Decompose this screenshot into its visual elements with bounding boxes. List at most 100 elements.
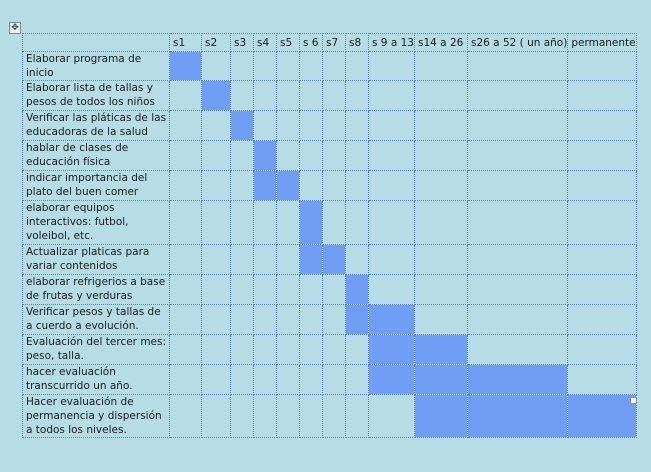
empty-cell[interactable]: [414, 110, 468, 141]
activity-cell[interactable]: hacer evaluación transcurrido un año.: [22, 364, 170, 395]
empty-cell[interactable]: [368, 200, 415, 245]
empty-cell[interactable]: [466, 200, 569, 245]
empty-cell[interactable]: [201, 170, 231, 201]
empty-cell[interactable]: [276, 394, 300, 438]
empty-cell[interactable]: [322, 304, 346, 335]
empty-cell[interactable]: [201, 364, 231, 395]
empty-cell[interactable]: [169, 304, 202, 335]
empty-cell[interactable]: [253, 244, 277, 275]
empty-cell[interactable]: [169, 110, 202, 141]
activity-cell[interactable]: Elaborar programa de inicio: [22, 51, 170, 81]
empty-cell[interactable]: [276, 200, 300, 245]
empty-cell[interactable]: [567, 364, 637, 395]
header-cell-period[interactable]: permanente: [567, 33, 637, 52]
empty-cell[interactable]: [414, 304, 468, 335]
empty-cell[interactable]: [253, 394, 277, 438]
empty-cell[interactable]: [466, 274, 569, 305]
empty-cell[interactable]: [299, 304, 323, 335]
empty-cell[interactable]: [276, 244, 300, 275]
header-cell-period[interactable]: s1: [169, 33, 202, 52]
scheduled-cell[interactable]: [368, 304, 415, 335]
empty-cell[interactable]: [299, 364, 323, 395]
empty-cell[interactable]: [299, 170, 323, 201]
empty-cell[interactable]: [299, 110, 323, 141]
empty-cell[interactable]: [414, 170, 468, 201]
empty-cell[interactable]: [466, 304, 569, 335]
header-cell-period[interactable]: s 6: [299, 33, 323, 52]
scheduled-cell[interactable]: [345, 304, 369, 335]
header-cell-period[interactable]: s4: [253, 33, 277, 52]
empty-cell[interactable]: [201, 394, 231, 438]
empty-cell[interactable]: [276, 110, 300, 141]
scheduled-cell[interactable]: [322, 244, 346, 275]
empty-cell[interactable]: [276, 334, 300, 365]
empty-cell[interactable]: [368, 244, 415, 275]
empty-cell[interactable]: [345, 364, 369, 395]
empty-cell[interactable]: [345, 244, 369, 275]
empty-cell[interactable]: [169, 334, 202, 365]
empty-cell[interactable]: [368, 274, 415, 305]
empty-cell[interactable]: [567, 200, 637, 245]
scheduled-cell[interactable]: [414, 394, 468, 438]
empty-cell[interactable]: [169, 364, 202, 395]
empty-cell[interactable]: [201, 110, 231, 141]
empty-cell[interactable]: [567, 110, 637, 141]
empty-cell[interactable]: [169, 170, 202, 201]
activity-cell[interactable]: indicar importancia del plato del buen c…: [22, 170, 170, 201]
empty-cell[interactable]: [253, 200, 277, 245]
empty-cell[interactable]: [276, 304, 300, 335]
header-cell-period[interactable]: s8: [345, 33, 369, 52]
empty-cell[interactable]: [322, 51, 346, 81]
activity-cell[interactable]: Hacer evaluación de permanencia y disper…: [22, 394, 170, 438]
scheduled-cell[interactable]: [345, 274, 369, 305]
scheduled-cell[interactable]: [368, 364, 415, 395]
empty-cell[interactable]: [345, 200, 369, 245]
scheduled-cell[interactable]: [414, 334, 468, 365]
empty-cell[interactable]: [466, 110, 569, 141]
empty-cell[interactable]: [276, 140, 300, 171]
empty-cell[interactable]: [201, 140, 231, 171]
empty-cell[interactable]: [230, 170, 254, 201]
empty-cell[interactable]: [276, 51, 300, 81]
empty-cell[interactable]: [414, 200, 468, 245]
empty-cell[interactable]: [466, 170, 569, 201]
empty-cell[interactable]: [299, 334, 323, 365]
empty-cell[interactable]: [276, 364, 300, 395]
empty-cell[interactable]: [368, 394, 415, 438]
empty-cell[interactable]: [201, 51, 231, 81]
empty-cell[interactable]: [253, 334, 277, 365]
activity-cell[interactable]: hablar de clases de educación física: [22, 140, 170, 171]
empty-cell[interactable]: [322, 394, 346, 438]
activity-cell[interactable]: elaborar equipos interactivos: futbol, v…: [22, 200, 170, 245]
empty-cell[interactable]: [466, 244, 569, 275]
empty-cell[interactable]: [322, 80, 346, 111]
empty-cell[interactable]: [414, 274, 468, 305]
activity-cell[interactable]: Verificar pesos y tallas de a cuerdo a e…: [22, 304, 170, 335]
empty-cell[interactable]: [169, 200, 202, 245]
table-move-handle-icon[interactable]: ✥: [9, 22, 21, 34]
empty-cell[interactable]: [567, 304, 637, 335]
activity-cell[interactable]: Evaluación del tercer mes: peso, talla.: [22, 334, 170, 365]
empty-cell[interactable]: [169, 244, 202, 275]
empty-cell[interactable]: [169, 80, 202, 111]
scheduled-cell[interactable]: [368, 334, 415, 365]
empty-cell[interactable]: [230, 200, 254, 245]
empty-cell[interactable]: [169, 140, 202, 171]
empty-cell[interactable]: [466, 334, 569, 365]
empty-cell[interactable]: [414, 244, 468, 275]
empty-cell[interactable]: [276, 80, 300, 111]
empty-cell[interactable]: [322, 274, 346, 305]
empty-cell[interactable]: [253, 51, 277, 81]
activity-cell[interactable]: Verificar las pláticas de las educadoras…: [22, 110, 170, 141]
header-cell-period[interactable]: s7: [322, 33, 346, 52]
empty-cell[interactable]: [230, 80, 254, 111]
empty-cell[interactable]: [345, 140, 369, 171]
empty-cell[interactable]: [253, 364, 277, 395]
scheduled-cell[interactable]: [230, 110, 254, 141]
empty-cell[interactable]: [299, 274, 323, 305]
scheduled-cell[interactable]: [299, 200, 323, 245]
header-cell-period[interactable]: s14 a 26: [414, 33, 468, 52]
empty-cell[interactable]: [299, 80, 323, 111]
empty-cell[interactable]: [368, 80, 415, 111]
empty-cell[interactable]: [322, 140, 346, 171]
